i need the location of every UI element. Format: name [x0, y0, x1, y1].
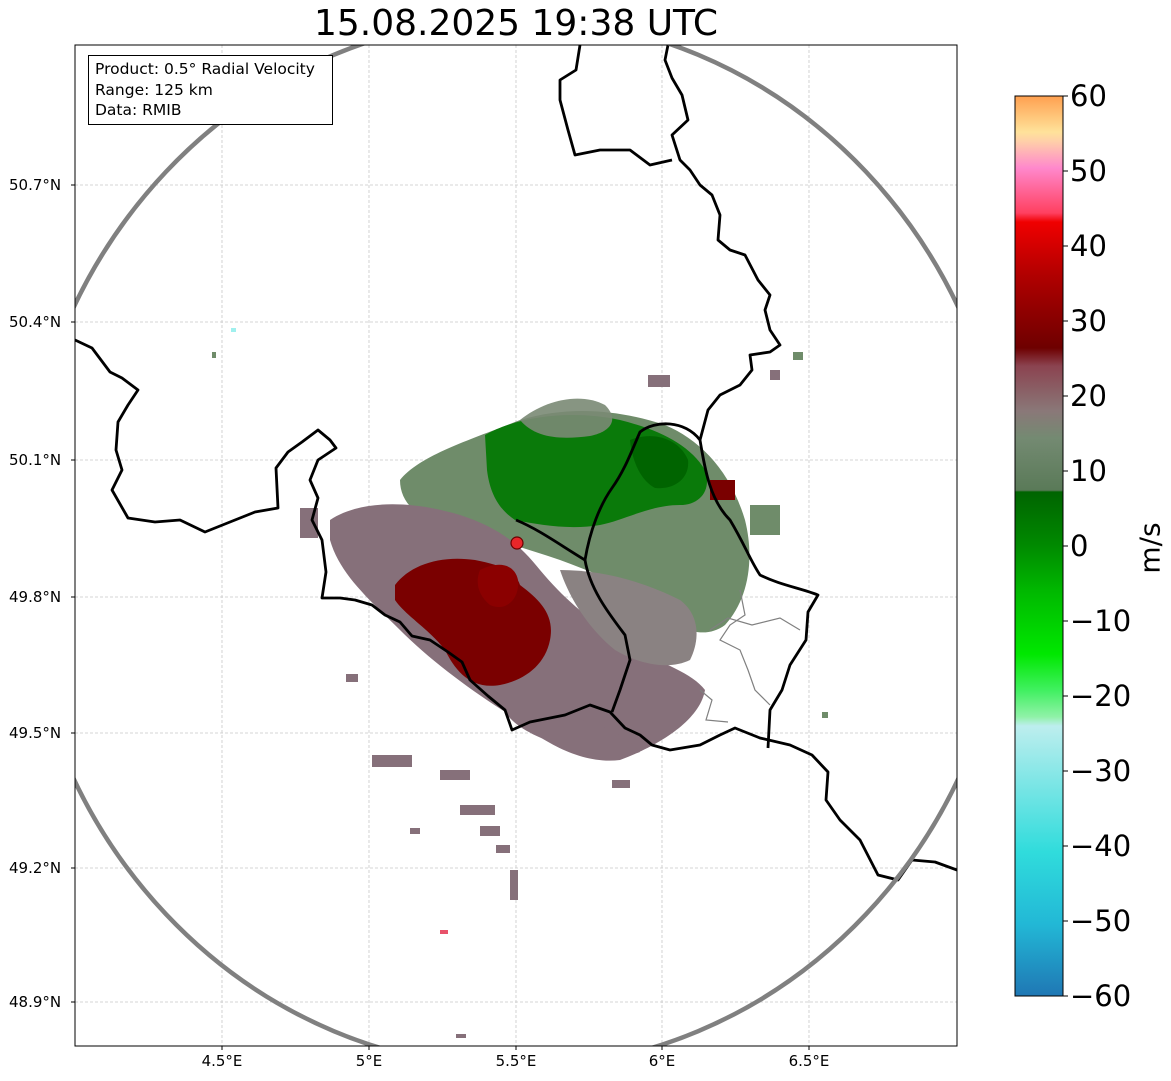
radar-site-marker[interactable]	[510, 536, 524, 550]
lat-tick-label: 50.4°N	[9, 313, 62, 331]
lon-tick-label: 6°E	[648, 1052, 676, 1070]
lat-tick-label: 49.2°N	[9, 859, 62, 877]
lat-tick-label: 48.9°N	[9, 993, 62, 1011]
colorbar-tick-label: −10	[1070, 604, 1132, 638]
map-title: 15.08.2025 19:38 UTC	[313, 3, 719, 44]
axis-ticks	[71, 184, 810, 1050]
product-info-box: Product: 0.5° Radial Velocity Range: 125…	[88, 55, 333, 125]
province-borders	[699, 589, 801, 723]
colorbar-unit-label: m/s	[1133, 522, 1167, 574]
colorbar-tick-label: −30	[1070, 754, 1132, 788]
colorbar-tick-label: −60	[1070, 979, 1132, 1013]
national-borders	[75, 45, 957, 882]
colorbar-tick-label: −40	[1070, 829, 1132, 863]
colorbar-tick-label: 50	[1070, 154, 1107, 188]
range-label: Range: 125 km	[95, 80, 213, 99]
colorbar-tick-label: 10	[1070, 454, 1107, 488]
lat-tick-label: 50.1°N	[9, 451, 62, 469]
lat-tick-label: 49.8°N	[9, 588, 62, 606]
lon-tick-label: 5.5°E	[495, 1052, 537, 1070]
colorbar-tick-label: 30	[1070, 304, 1107, 338]
lat-tick-label: 50.7°N	[9, 176, 62, 194]
colorbar-tick-label: 20	[1070, 379, 1107, 413]
lat-tick-label: 49.5°N	[9, 724, 62, 742]
colorbar-tick-label: −50	[1070, 904, 1132, 938]
lon-tick-label: 4.5°E	[201, 1052, 243, 1070]
lon-tick-label: 5°E	[355, 1052, 383, 1070]
product-label: Product: 0.5° Radial Velocity	[95, 60, 315, 78]
colorbar-ticks	[1063, 95, 1068, 997]
data-source-label: Data: RMIB	[95, 101, 182, 119]
colorbar-tick-label: −20	[1070, 679, 1132, 713]
colorbar-tick-label: 0	[1070, 529, 1089, 563]
colorbar-tick-label: 60	[1070, 79, 1107, 113]
lon-tick-label: 6.5°E	[788, 1052, 830, 1070]
velocity-echoes	[212, 328, 828, 1038]
colorbar	[1015, 96, 1063, 996]
colorbar-tick-label: 40	[1070, 229, 1107, 263]
